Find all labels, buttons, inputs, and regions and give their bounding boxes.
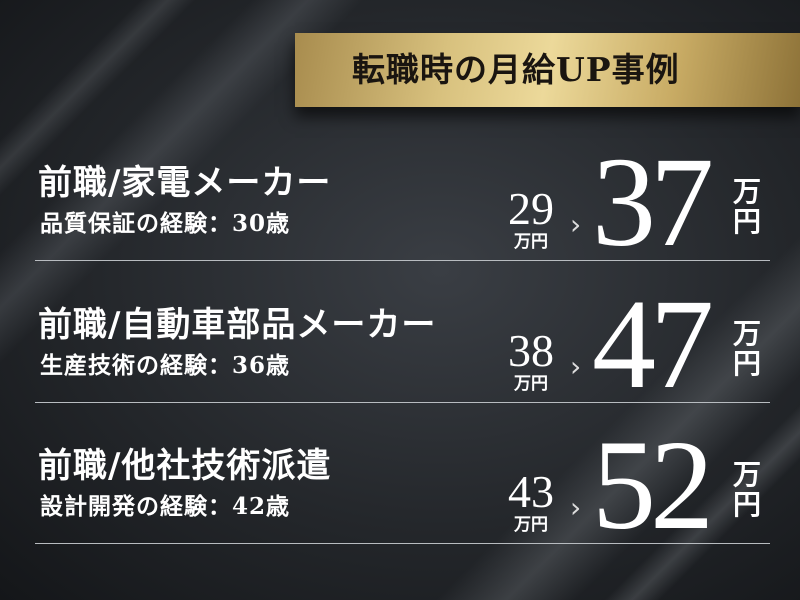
salary-after-unit: 万円	[733, 177, 763, 237]
divider	[35, 260, 770, 261]
unit-man: 万	[733, 317, 762, 350]
banner-title: 転職時の月給UP事例	[352, 50, 680, 89]
chevron-right-icon: ›	[570, 491, 582, 524]
salary-before-value: 29	[508, 183, 554, 234]
salary-before-unit: 万円	[514, 374, 548, 394]
salary-before-value: 43	[508, 466, 554, 517]
case-detail: 生産技術の経験：36歳	[40, 352, 291, 379]
salary-after-value: 52	[592, 414, 714, 556]
unit-en: 円	[733, 205, 762, 238]
case-detail: 設計開発の経験：42歳	[40, 493, 291, 520]
salary-before-unit: 万円	[514, 232, 548, 252]
divider	[35, 402, 770, 403]
case-row: 前職/他社技術派遣 設計開発の経験：42歳 43 万円 › 52 万円	[0, 413, 800, 553]
salary-before: 43 万円	[500, 466, 562, 536]
case-detail: 品質保証の経験：30歳	[40, 210, 291, 237]
salary-before-unit: 万円	[514, 515, 548, 535]
salary-after-unit: 万円	[733, 460, 763, 520]
unit-man: 万	[733, 458, 762, 491]
case-title: 前職/自動車部品メーカー	[38, 305, 437, 345]
divider	[35, 543, 770, 544]
salary-after-value: 37	[592, 131, 714, 273]
salary-after-unit: 万円	[733, 319, 763, 379]
case-row: 前職/自動車部品メーカー 生産技術の経験：36歳 38 万円 › 47 万円	[0, 272, 800, 412]
unit-en: 円	[733, 488, 762, 521]
unit-en: 円	[733, 347, 762, 380]
case-title: 前職/家電メーカー	[38, 163, 332, 203]
salary-after-value: 47	[592, 273, 714, 415]
chevron-right-icon: ›	[570, 208, 582, 241]
chevron-right-icon: ›	[570, 350, 582, 383]
salary-before: 29 万円	[500, 183, 562, 253]
case-row: 前職/家電メーカー 品質保証の経験：30歳 29 万円 › 37 万円	[0, 130, 800, 270]
salary-before: 38 万円	[500, 325, 562, 395]
salary-before-value: 38	[508, 325, 554, 376]
header-banner: 転職時の月給UP事例	[295, 33, 800, 107]
unit-man: 万	[733, 175, 762, 208]
case-title: 前職/他社技術派遣	[38, 446, 332, 486]
